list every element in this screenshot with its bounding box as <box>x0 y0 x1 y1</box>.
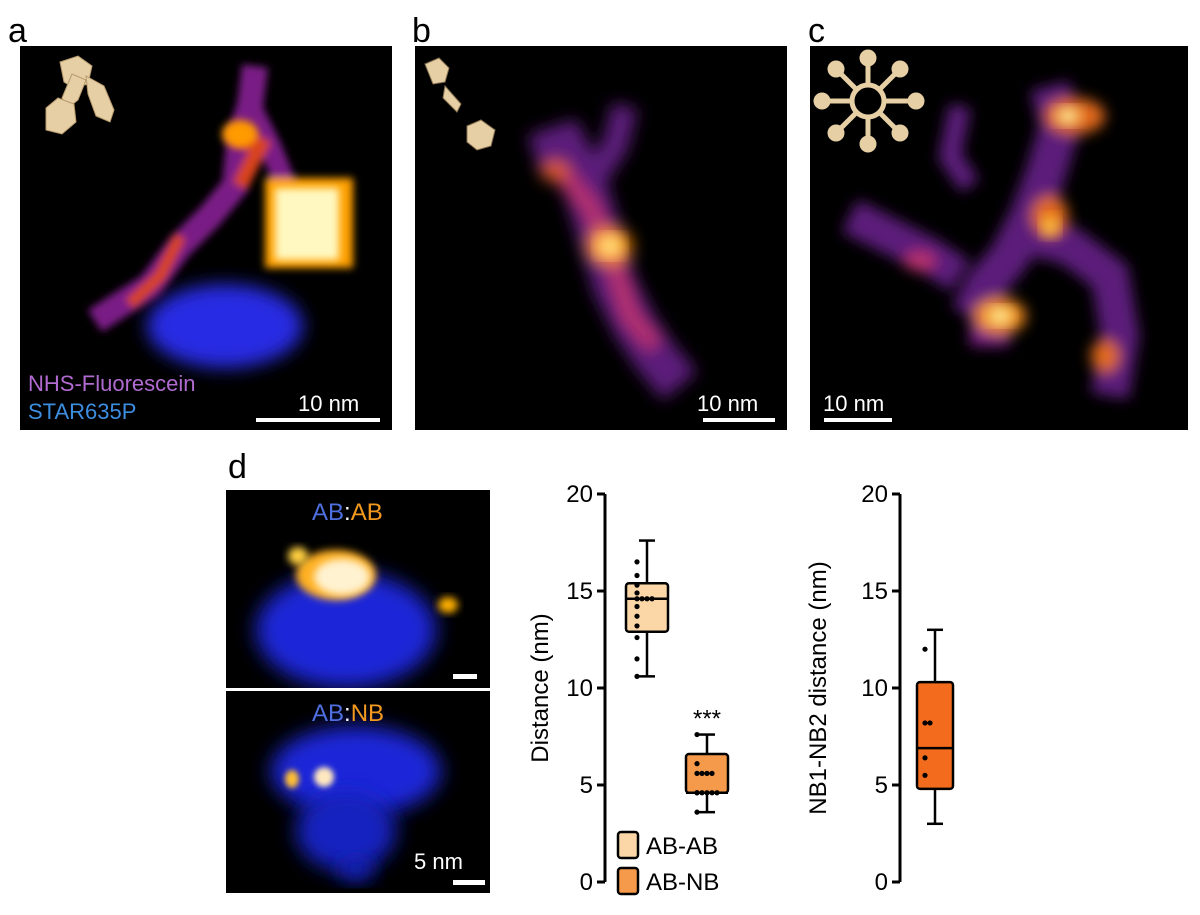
data-point <box>922 755 928 761</box>
y-axis-label: Distance (nm) <box>527 613 554 762</box>
panel-letter-b: b <box>412 12 431 50</box>
pair-sep: : <box>344 700 351 727</box>
y-tick-label: 5 <box>580 772 593 799</box>
data-point <box>704 790 710 796</box>
pair-right: AB <box>350 499 383 526</box>
data-point <box>694 761 700 767</box>
panel-b-image <box>415 46 787 430</box>
data-point <box>634 656 640 662</box>
pair-sep: : <box>344 499 351 526</box>
channel-label-star: STAR635P <box>28 399 137 424</box>
data-point <box>634 596 640 602</box>
data-point <box>922 646 928 652</box>
data-point <box>704 770 710 776</box>
data-point <box>634 613 640 619</box>
nb1-nb2-distance-box-chart: NB1-NB2 distance (nm) 0 5 10 15 20 <box>805 481 955 896</box>
data-point <box>922 772 928 778</box>
legend-swatch <box>616 830 640 860</box>
data-point <box>634 603 640 610</box>
scalebar-label-a: 10 nm <box>298 391 360 416</box>
y-tick-label: 20 <box>566 481 593 508</box>
pair-left: AB <box>312 700 345 727</box>
panel-d-top-micrograph <box>256 547 458 688</box>
data-point <box>694 790 700 796</box>
data-point <box>694 770 700 776</box>
panel-d-bottom-image <box>226 691 490 893</box>
data-point <box>644 596 650 602</box>
data-point <box>634 582 640 588</box>
data-point <box>922 720 928 726</box>
pair-label-ab-ab: AB:AB <box>312 499 383 526</box>
data-point <box>634 623 640 629</box>
antibody-structure-icon <box>45 55 115 135</box>
data-point <box>634 572 640 579</box>
panel-d-divider <box>226 688 490 691</box>
panel-d-top-image <box>226 490 490 688</box>
box <box>915 680 955 791</box>
y-tick-label: 15 <box>566 578 593 605</box>
data-point <box>639 596 645 602</box>
y-axis-label: NB1-NB2 distance (nm) <box>805 561 832 814</box>
data-point <box>634 590 640 596</box>
data-point <box>694 809 700 815</box>
panel-a-image <box>20 46 392 430</box>
y-tick-label: 10 <box>566 675 593 702</box>
data-point <box>709 790 715 796</box>
y-tick-label: 5 <box>875 772 888 799</box>
legend-swatch <box>616 866 640 896</box>
y-tick-label: 20 <box>861 481 888 508</box>
panel-c-image <box>810 46 1188 430</box>
panel-letter-a: a <box>8 12 27 50</box>
panel-b-micrograph <box>424 57 697 401</box>
data-point <box>714 790 720 796</box>
scalebar-a <box>256 418 380 422</box>
data-point <box>634 634 640 641</box>
data-point <box>699 790 705 796</box>
scalebar-label-d: 5 nm <box>414 849 463 874</box>
data-point <box>694 731 700 738</box>
data-point <box>709 770 715 776</box>
y-tick-label: 10 <box>861 675 888 702</box>
scalebar-label-b: 10 nm <box>697 391 759 416</box>
y-tick-label: 0 <box>580 869 593 896</box>
data-point <box>634 559 640 565</box>
panel-a-micrograph <box>45 55 353 368</box>
data-point <box>634 673 640 679</box>
antibody-structure-icon <box>424 57 496 151</box>
scalebar-label-c: 10 nm <box>823 391 885 416</box>
distance-box-chart: Distance (nm) 0 5 10 15 20 *** AB-AB AB-NB <box>527 481 730 896</box>
complex-structure-icon <box>813 49 925 153</box>
data-point <box>649 596 655 602</box>
panel-c-micrograph <box>813 49 1140 400</box>
channel-label-nhs: NHS-Fluorescein <box>28 371 196 396</box>
y-tick-label: 15 <box>861 578 888 605</box>
panel-letter-c: c <box>808 12 825 50</box>
y-tick-label: 0 <box>875 869 888 896</box>
panel-d-bottom-micrograph <box>271 726 441 881</box>
scalebar-d-top <box>453 674 477 679</box>
scalebar-c <box>824 418 892 422</box>
scalebar-d-bottom <box>453 880 485 885</box>
pair-right: NB <box>350 700 385 727</box>
data-point <box>927 720 933 726</box>
pair-left: AB <box>312 499 345 526</box>
data-point <box>699 770 705 776</box>
significance-marker: *** <box>693 706 721 733</box>
panel-letter-d: d <box>228 448 247 486</box>
scalebar-b <box>703 418 775 422</box>
legend-label: AB-NB <box>646 869 719 896</box>
legend-label: AB-AB <box>646 833 718 860</box>
box <box>624 581 670 633</box>
pair-label-ab-nb: AB:NB <box>312 700 385 727</box>
